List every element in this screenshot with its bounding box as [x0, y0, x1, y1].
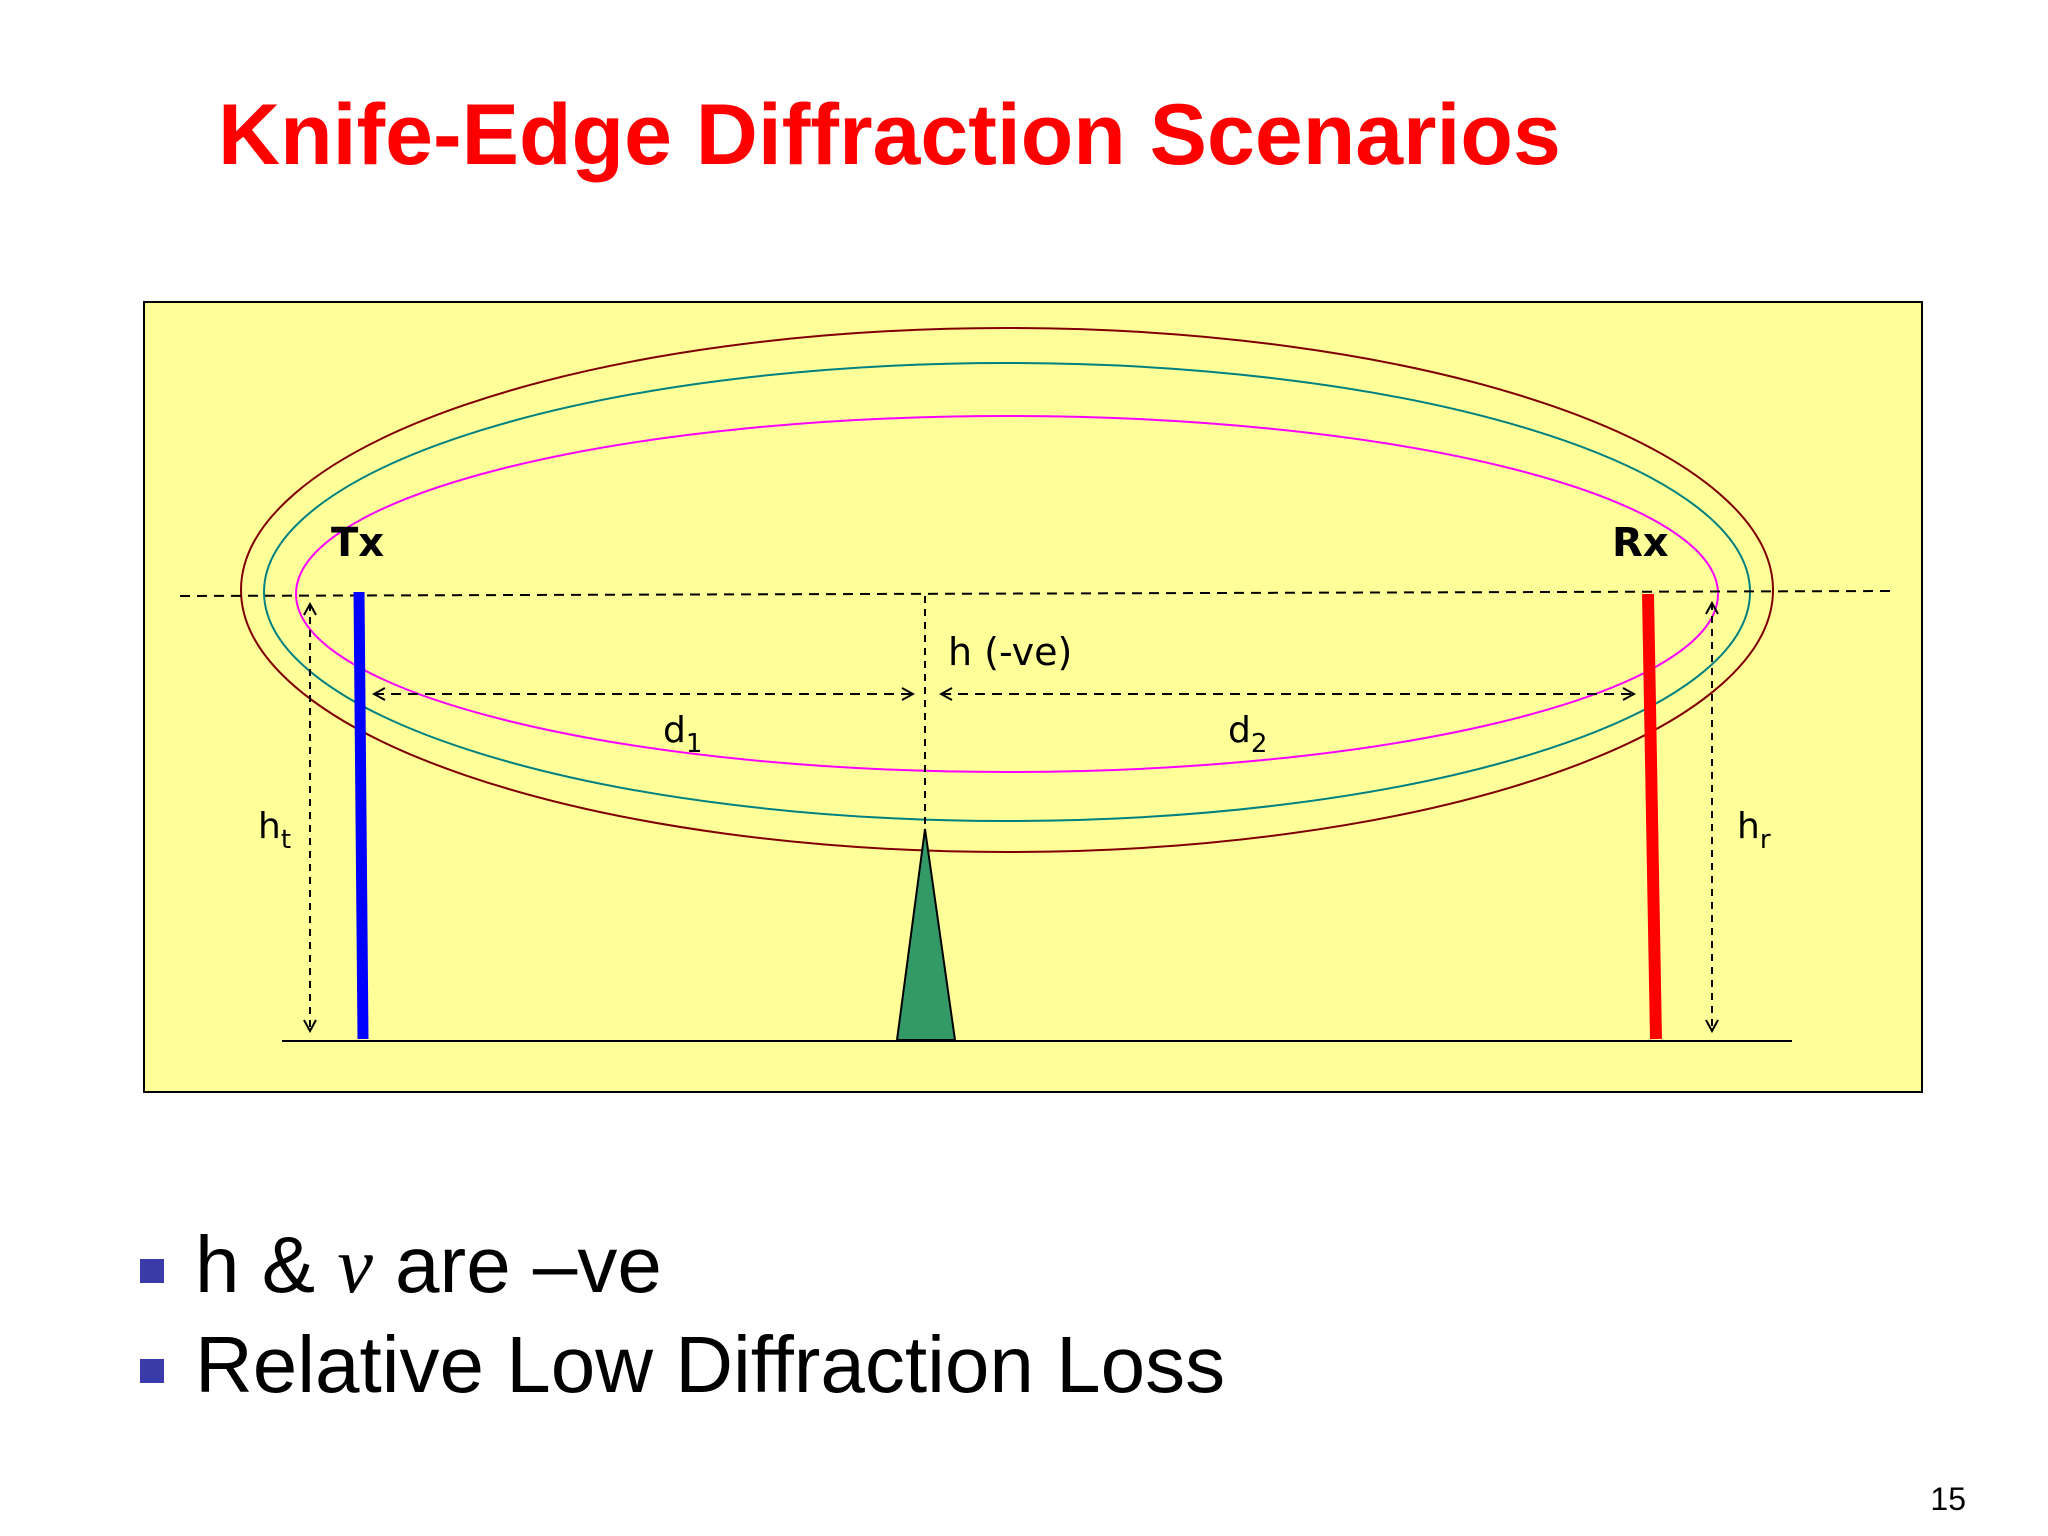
- fresnel-zone-outer: [240, 327, 1774, 853]
- d1-label: d1: [663, 710, 702, 759]
- d2-label: d2: [1228, 710, 1267, 759]
- slide-title: Knife-Edge Diffraction Scenarios: [218, 87, 1561, 183]
- bullet-list: h & v are –ve Relative Low Diffraction L…: [135, 1215, 1225, 1415]
- ht-label-sub: t: [281, 825, 291, 855]
- page-number: 15: [1930, 1481, 1966, 1517]
- d1-label-sub: 1: [686, 729, 703, 759]
- d2-label-main: d: [1228, 710, 1251, 751]
- ht-label: ht: [258, 806, 291, 855]
- bullet-text-prefix: h &: [195, 1220, 338, 1309]
- hr-label: hr: [1737, 806, 1771, 855]
- line-of-sight: [179, 590, 1894, 597]
- bullet-variable-v: v: [337, 1222, 373, 1310]
- receiver-label: Rx: [1612, 520, 1669, 566]
- receiver-antenna: [1642, 593, 1662, 1040]
- hr-label-main: h: [1737, 806, 1760, 847]
- fresnel-zone-inner: [295, 415, 1719, 773]
- transmitter-label: Tx: [331, 520, 384, 566]
- bullet-text-suffix: are –ve: [372, 1220, 662, 1309]
- ht-label-main: h: [258, 806, 281, 847]
- bullet-text: Relative Low Diffraction Loss: [195, 1320, 1226, 1409]
- d1-label-main: d: [663, 710, 686, 751]
- transmitter-antenna: [353, 591, 369, 1040]
- bullet-item-h-v-negative: h & v are –ve: [135, 1215, 1225, 1315]
- h-label: h (-ve): [948, 630, 1072, 674]
- hr-label-sub: r: [1760, 825, 1771, 855]
- bullet-marker: [140, 1259, 164, 1283]
- bullet-marker: [140, 1359, 164, 1383]
- d2-label-sub: 2: [1251, 729, 1268, 759]
- knife-edge-obstacle: [895, 828, 957, 1041]
- bullet-item-diffraction-loss: Relative Low Diffraction Loss: [135, 1315, 1225, 1415]
